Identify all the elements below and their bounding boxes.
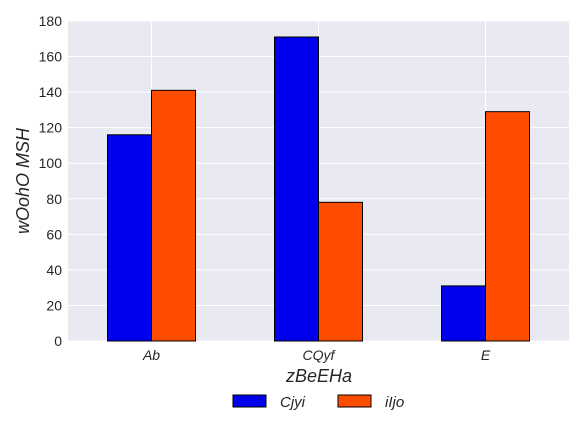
y-axis-label: wOohO MSH <box>13 127 33 234</box>
y-tick-label: 160 <box>39 49 63 65</box>
x-axis-ticks: Ab CQyf E <box>142 347 491 363</box>
legend-swatch <box>232 394 267 408</box>
bar-iijo-e <box>485 111 530 342</box>
y-tick-label: 20 <box>46 297 62 313</box>
y-tick-label: 0 <box>54 333 62 349</box>
x-tick-label: CQyf <box>303 347 337 363</box>
legend-swatch <box>337 394 372 408</box>
bar-iijo-cqyf <box>318 201 363 342</box>
x-tick-label: Ab <box>142 347 160 363</box>
legend-item-cjyi: Cjyi <box>232 394 306 411</box>
y-tick-label: 60 <box>46 226 62 242</box>
y-tick-label: 40 <box>46 262 62 278</box>
bar-iijo-ab <box>151 89 196 342</box>
bars <box>107 36 530 342</box>
y-tick-label: 120 <box>39 120 63 136</box>
y-tick-label: 180 <box>39 13 63 29</box>
legend-label: iIjo <box>385 394 404 411</box>
y-tick-label: 100 <box>39 155 63 171</box>
legend-item-iijo: iIjo <box>337 394 404 411</box>
legend-label: Cjyi <box>280 394 306 411</box>
legend: Cjyi iIjo <box>232 394 404 411</box>
y-tick-label: 140 <box>39 84 63 100</box>
bar-cjyi-cqyf <box>274 36 319 342</box>
x-axis-label: zBeEHa <box>285 366 352 386</box>
bar-cjyi-e <box>441 285 486 342</box>
y-tick-label: 80 <box>46 191 62 207</box>
y-axis-ticks: 0 20 40 60 80 100 120 140 160 180 <box>39 13 63 349</box>
x-tick-label: E <box>481 347 491 363</box>
bar-cjyi-ab <box>107 134 152 342</box>
